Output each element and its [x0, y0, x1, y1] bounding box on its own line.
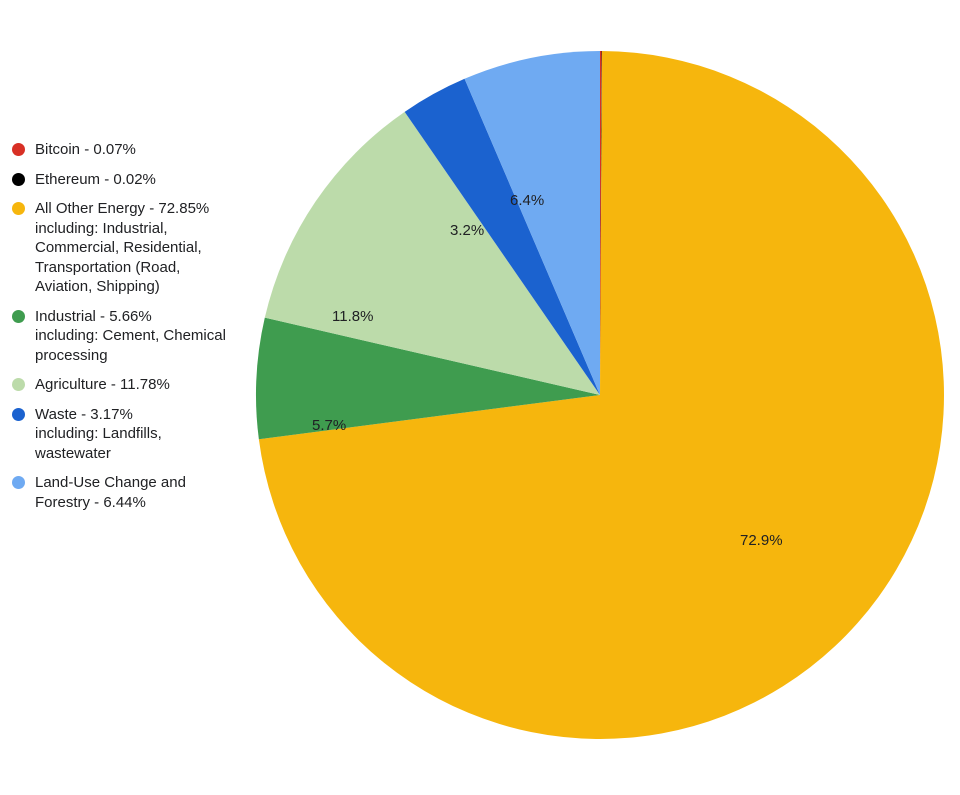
- chart-container: Bitcoin - 0.07% Ethereum - 0.02% All Other…: [0, 0, 960, 795]
- legend-swatch-landuse: [12, 476, 25, 489]
- pie-chart: 72.9% 5.7% 11.8% 3.2% 6.4%: [250, 45, 950, 745]
- slice-label-energy: 72.9%: [740, 532, 783, 549]
- legend-item-energy: All Other Energy - 72.85% including: Indu…: [12, 199, 232, 297]
- legend-label: Ethereum - 0.02%: [35, 170, 232, 190]
- slice-label-waste: 3.2%: [450, 222, 484, 239]
- legend-label-text: All Other Energy - 72.85%: [35, 200, 209, 217]
- legend: Bitcoin - 0.07% Ethereum - 0.02% All Other…: [12, 140, 232, 522]
- legend-sublabel: including: Industrial, Commercial, Resid…: [35, 219, 232, 297]
- legend-swatch-agriculture: [12, 378, 25, 391]
- legend-label: Industrial - 5.66%including: Cement, Che…: [35, 307, 232, 366]
- legend-item-waste: Waste - 3.17%including: Landfills, waste…: [12, 405, 232, 464]
- legend-item-bitcoin: Bitcoin - 0.07%: [12, 140, 232, 160]
- legend-label: All Other Energy - 72.85% including: Indu…: [35, 199, 232, 297]
- legend-swatch-waste: [12, 408, 25, 421]
- legend-item-ethereum: Ethereum - 0.02%: [12, 170, 232, 190]
- legend-label-text: Waste - 3.17%: [35, 406, 133, 423]
- legend-item-landuse: Land-Use Change and Forestry - 6.44%: [12, 473, 232, 512]
- legend-label: Land-Use Change and Forestry - 6.44%: [35, 473, 232, 512]
- pie-svg: 72.9% 5.7% 11.8% 3.2% 6.4%: [250, 45, 950, 745]
- slice-label-industrial: 5.7%: [312, 417, 346, 434]
- legend-swatch-energy: [12, 202, 25, 215]
- legend-item-industrial: Industrial - 5.66%including: Cement, Che…: [12, 307, 232, 366]
- legend-label: Agriculture - 11.78%: [35, 375, 232, 395]
- legend-label-text: Agriculture - 11.78%: [35, 376, 170, 393]
- legend-label-text: Land-Use Change and Forestry - 6.44%: [35, 474, 186, 511]
- legend-label-text: Ethereum - 0.02%: [35, 171, 156, 188]
- legend-label: Waste - 3.17%including: Landfills, waste…: [35, 405, 232, 464]
- slice-label-landuse: 6.4%: [510, 192, 544, 209]
- legend-item-agriculture: Agriculture - 11.78%: [12, 375, 232, 395]
- legend-label-text: Bitcoin - 0.07%: [35, 141, 136, 158]
- slice-label-agriculture: 11.8%: [332, 308, 373, 325]
- legend-swatch-industrial: [12, 310, 25, 323]
- legend-label: Bitcoin - 0.07%: [35, 140, 232, 160]
- legend-swatch-bitcoin: [12, 143, 25, 156]
- legend-sublabel: including: Landfills, wastewater: [35, 424, 232, 463]
- legend-sublabel: including: Cement, Chemical processing: [35, 326, 232, 365]
- legend-swatch-ethereum: [12, 173, 25, 186]
- legend-label-text: Industrial - 5.66%: [35, 308, 152, 325]
